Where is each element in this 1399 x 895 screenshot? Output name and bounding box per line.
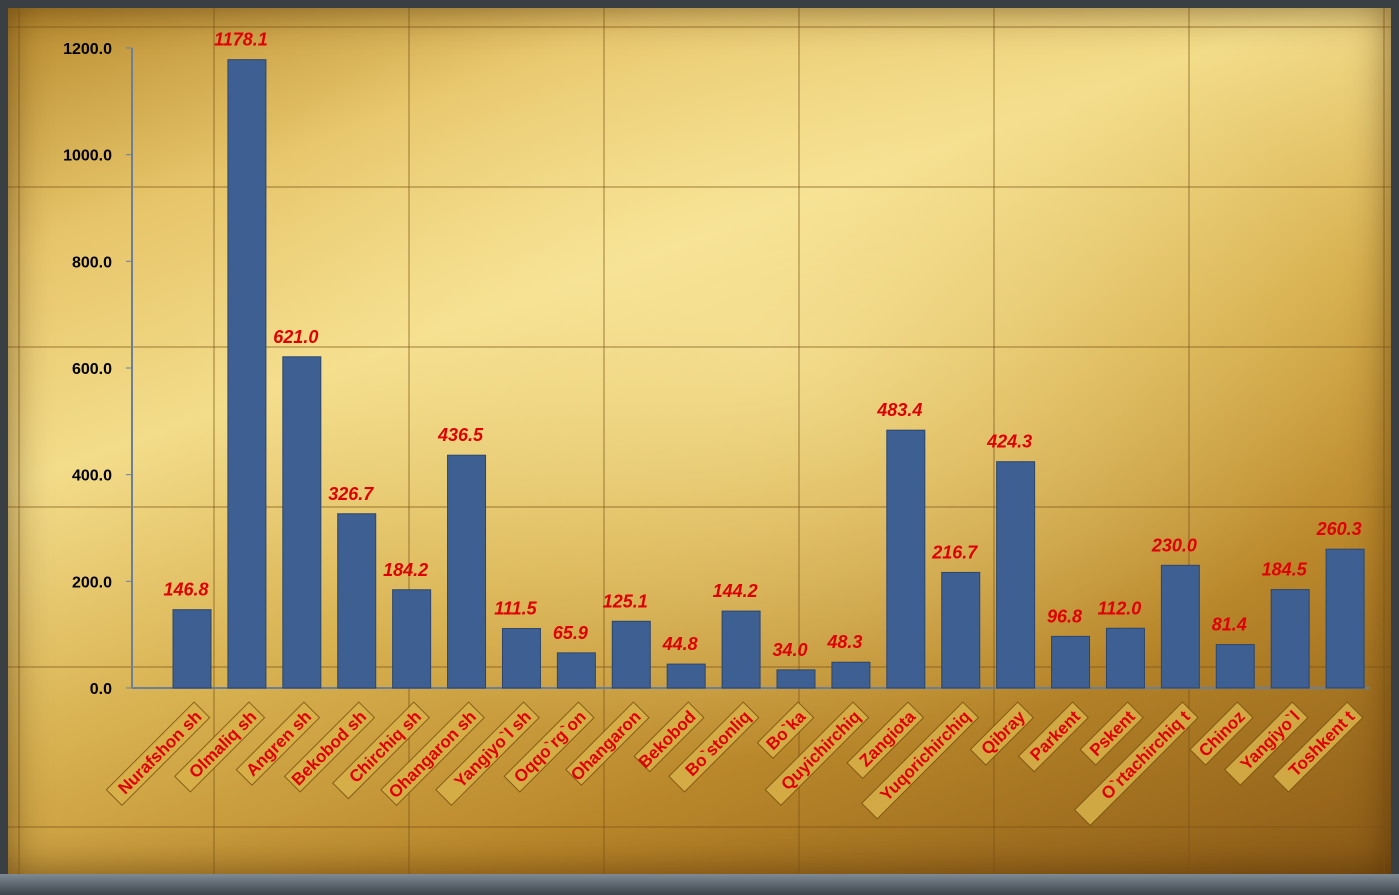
data-label: 184.2 bbox=[383, 560, 428, 580]
bar-chart: 0.0 200.0 400.0 600.0 800.0 1000.0 1200.0 146.… bbox=[63, 30, 1370, 827]
bar bbox=[172, 609, 212, 689]
data-label: 144.2 bbox=[713, 581, 758, 601]
category-tile bbox=[1079, 701, 1144, 766]
bar bbox=[1215, 644, 1255, 689]
category-tile bbox=[435, 701, 540, 807]
category-label-group: Nurafshon sh bbox=[105, 701, 211, 807]
category-tile bbox=[861, 701, 980, 820]
data-label: 34.0 bbox=[772, 640, 807, 660]
bar bbox=[392, 589, 432, 689]
data-label: 81.4 bbox=[1212, 615, 1247, 635]
category-tile bbox=[633, 701, 705, 773]
data-label: 112.0 bbox=[1098, 598, 1142, 618]
category-tile bbox=[846, 701, 925, 780]
category-tile bbox=[1189, 701, 1254, 766]
bar bbox=[611, 620, 651, 689]
category-tile bbox=[668, 701, 760, 793]
data-label: 111.5 bbox=[494, 599, 537, 619]
bar bbox=[831, 661, 871, 689]
chart-background: 0.0 200.0 400.0 600.0 800.0 1000.0 1200.0 146.… bbox=[8, 8, 1391, 874]
category-label-group: Parkent bbox=[1017, 701, 1089, 773]
y-tick-label: 200.0 bbox=[72, 574, 112, 591]
category-tile bbox=[1272, 701, 1364, 793]
bar bbox=[941, 571, 981, 689]
data-label: 216.7 bbox=[931, 542, 978, 562]
data-label: 436.5 bbox=[437, 425, 484, 445]
category-label-group: Quyichirchiq bbox=[764, 701, 870, 807]
bar bbox=[1160, 564, 1200, 689]
category-tile bbox=[1224, 701, 1309, 786]
data-label: 1178.1 bbox=[214, 30, 268, 50]
category-tile bbox=[756, 701, 815, 760]
category-tile bbox=[565, 701, 650, 786]
data-labels: 146.8 1178.1 621.0 326.7 184.2 436.5 111.5 65.9… bbox=[163, 30, 1361, 660]
bar bbox=[556, 652, 596, 689]
bar bbox=[721, 610, 761, 689]
category-tile bbox=[764, 701, 870, 807]
bar bbox=[227, 59, 267, 689]
category-tile bbox=[174, 701, 266, 793]
category-tile bbox=[105, 701, 211, 807]
data-label: 146.8 bbox=[163, 580, 208, 600]
y-tick-label: 400.0 bbox=[72, 468, 112, 485]
y-tick-label: 1200.0 bbox=[63, 41, 112, 58]
category-label: Parkent bbox=[1026, 707, 1084, 765]
data-label: 96.8 bbox=[1047, 606, 1082, 626]
data-label: 125.1 bbox=[603, 591, 648, 611]
bar bbox=[996, 461, 1036, 689]
data-label: 44.8 bbox=[662, 634, 698, 654]
category-tile bbox=[380, 701, 485, 807]
data-label: 230.0 bbox=[1151, 535, 1197, 555]
bar bbox=[886, 429, 926, 689]
bottom-strip bbox=[0, 874, 1399, 895]
bar bbox=[1270, 589, 1310, 689]
y-tick-label: 0.0 bbox=[90, 681, 112, 698]
y-tick-label: 1000.0 bbox=[63, 148, 112, 165]
bar bbox=[776, 669, 816, 689]
bar bbox=[447, 454, 487, 689]
data-label: 326.7 bbox=[328, 484, 374, 504]
bar bbox=[1051, 635, 1091, 689]
y-tick-label: 600.0 bbox=[72, 361, 112, 378]
bar bbox=[501, 628, 541, 689]
category-tile bbox=[1017, 701, 1089, 773]
bars bbox=[172, 59, 1365, 689]
data-label: 424.3 bbox=[986, 432, 1032, 452]
bar bbox=[666, 663, 706, 689]
data-label: 260.3 bbox=[1316, 519, 1362, 539]
data-label: 65.9 bbox=[553, 623, 588, 643]
data-label: 184.5 bbox=[1262, 560, 1308, 580]
y-tick-label: 800.0 bbox=[72, 254, 112, 271]
bar bbox=[1105, 627, 1145, 689]
data-label: 483.4 bbox=[876, 400, 922, 420]
category-label-group: Ohangaron sh bbox=[380, 701, 485, 807]
category-label: Chinoz bbox=[1195, 707, 1248, 760]
data-label: 621.0 bbox=[273, 327, 318, 347]
data-label: 48.3 bbox=[826, 632, 862, 652]
category-label: Pskent bbox=[1086, 707, 1139, 760]
category-tile bbox=[503, 701, 595, 793]
category-tile bbox=[1073, 701, 1199, 827]
category-tile bbox=[332, 701, 431, 800]
category-label-group: Yangiyo`l sh bbox=[435, 701, 540, 807]
category-label: Qibray bbox=[978, 707, 1030, 759]
bar bbox=[282, 356, 322, 689]
category-tile bbox=[969, 701, 1035, 766]
bar bbox=[337, 513, 377, 689]
bar bbox=[1325, 548, 1365, 689]
category-tile bbox=[235, 701, 321, 786]
category-tile bbox=[283, 701, 376, 793]
